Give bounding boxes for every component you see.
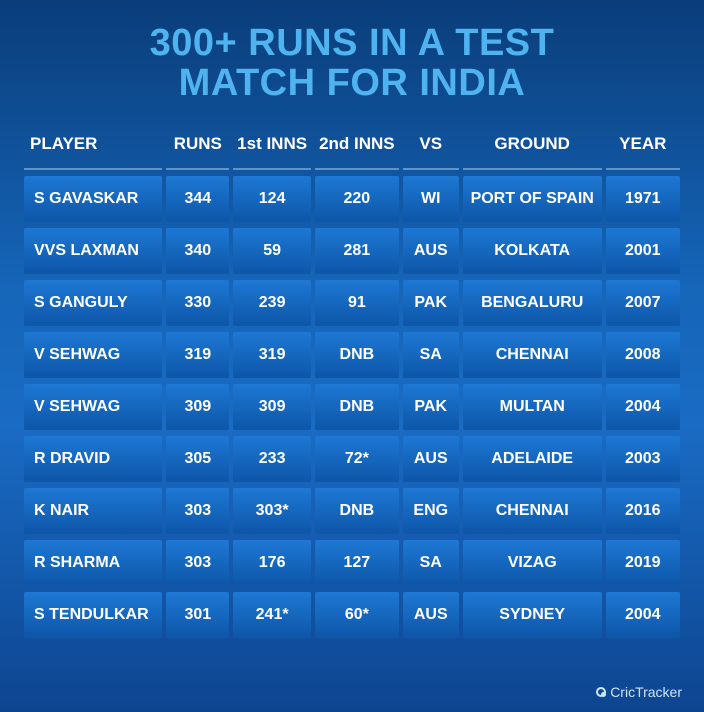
- infographic-card: 300+ RUNS IN A TEST MATCH FOR INDIA PLAY…: [0, 0, 704, 712]
- cell-player: VVS LAXMAN: [24, 228, 162, 274]
- cell-1st: 303*: [233, 488, 311, 534]
- cell-2nd: DNB: [315, 332, 399, 378]
- table-body: S GAVASKAR344124220WIPORT OF SPAIN1971 VV…: [24, 176, 680, 638]
- header-year: YEAR: [606, 128, 680, 170]
- table-row: S TENDULKAR301241*60*AUSSYDNEY2004: [24, 592, 680, 638]
- table-row: S GAVASKAR344124220WIPORT OF SPAIN1971: [24, 176, 680, 222]
- cell-player: S TENDULKAR: [24, 592, 162, 638]
- brand-text: CricTracker: [610, 684, 682, 700]
- cell-runs: 301: [166, 592, 229, 638]
- cell-ground: PORT OF SPAIN: [463, 176, 602, 222]
- cell-2nd: 91: [315, 280, 399, 326]
- cell-ground: MULTAN: [463, 384, 602, 430]
- cell-1st: 309: [233, 384, 311, 430]
- cell-ground: CHENNAI: [463, 488, 602, 534]
- cell-vs: WI: [403, 176, 459, 222]
- cell-vs: AUS: [403, 592, 459, 638]
- cell-player: R SHARMA: [24, 540, 162, 586]
- cell-2nd: DNB: [315, 488, 399, 534]
- cell-1st: 239: [233, 280, 311, 326]
- cell-1st: 241*: [233, 592, 311, 638]
- cell-year: 2016: [606, 488, 680, 534]
- cell-player: K NAIR: [24, 488, 162, 534]
- table-row: V SEHWAG319319DNBSACHENNAI2008: [24, 332, 680, 378]
- stats-table: PLAYER RUNS 1st INNS 2nd INNS VS GROUND …: [20, 122, 684, 644]
- cell-2nd: 127: [315, 540, 399, 586]
- header-1st: 1st INNS: [233, 128, 311, 170]
- title-line-1: 300+ RUNS IN A TEST: [150, 22, 555, 64]
- cell-runs: 305: [166, 436, 229, 482]
- cell-ground: CHENNAI: [463, 332, 602, 378]
- cell-player: R DRAVID: [24, 436, 162, 482]
- cell-2nd: 60*: [315, 592, 399, 638]
- cell-2nd: 220: [315, 176, 399, 222]
- cell-1st: 59: [233, 228, 311, 274]
- cell-vs: PAK: [403, 280, 459, 326]
- cell-runs: 319: [166, 332, 229, 378]
- cell-2nd: DNB: [315, 384, 399, 430]
- cell-1st: 233: [233, 436, 311, 482]
- cell-vs: ENG: [403, 488, 459, 534]
- cell-year: 2001: [606, 228, 680, 274]
- header-ground: GROUND: [463, 128, 602, 170]
- cell-player: V SEHWAG: [24, 384, 162, 430]
- cell-year: 2019: [606, 540, 680, 586]
- table-header-row: PLAYER RUNS 1st INNS 2nd INNS VS GROUND …: [24, 128, 680, 170]
- cell-player: S GAVASKAR: [24, 176, 162, 222]
- cell-player: V SEHWAG: [24, 332, 162, 378]
- cell-1st: 176: [233, 540, 311, 586]
- cell-runs: 303: [166, 488, 229, 534]
- cell-2nd: 281: [315, 228, 399, 274]
- header-vs: VS: [403, 128, 459, 170]
- cell-runs: 344: [166, 176, 229, 222]
- cell-vs: SA: [403, 332, 459, 378]
- table-row: R SHARMA303176127SAVIZAG2019: [24, 540, 680, 586]
- header-player: PLAYER: [24, 128, 162, 170]
- cell-runs: 340: [166, 228, 229, 274]
- header-2nd: 2nd INNS: [315, 128, 399, 170]
- cell-ground: ADELAIDE: [463, 436, 602, 482]
- table-row: VVS LAXMAN34059281AUSKOLKATA2001: [24, 228, 680, 274]
- title-line-2: MATCH FOR INDIA: [179, 62, 526, 104]
- cell-year: 1971: [606, 176, 680, 222]
- cell-runs: 303: [166, 540, 229, 586]
- header-runs: RUNS: [166, 128, 229, 170]
- cell-vs: AUS: [403, 228, 459, 274]
- cell-1st: 124: [233, 176, 311, 222]
- page-title: 300+ RUNS IN A TEST MATCH FOR INDIA: [20, 24, 684, 104]
- cell-2nd: 72*: [315, 436, 399, 482]
- cell-player: S GANGULY: [24, 280, 162, 326]
- cell-ground: VIZAG: [463, 540, 602, 586]
- cell-ground: SYDNEY: [463, 592, 602, 638]
- cell-vs: SA: [403, 540, 459, 586]
- brand-icon: [596, 687, 606, 697]
- cell-year: 2008: [606, 332, 680, 378]
- cell-year: 2004: [606, 384, 680, 430]
- table-row: R DRAVID30523372*AUSADELAIDE2003: [24, 436, 680, 482]
- cell-vs: AUS: [403, 436, 459, 482]
- cell-ground: BENGALURU: [463, 280, 602, 326]
- cell-runs: 309: [166, 384, 229, 430]
- cell-1st: 319: [233, 332, 311, 378]
- cell-runs: 330: [166, 280, 229, 326]
- table-row: V SEHWAG309309DNBPAKMULTAN2004: [24, 384, 680, 430]
- cell-year: 2007: [606, 280, 680, 326]
- cell-vs: PAK: [403, 384, 459, 430]
- footer-brand: CricTracker: [596, 684, 682, 700]
- table-row: S GANGULY33023991PAKBENGALURU2007: [24, 280, 680, 326]
- cell-year: 2004: [606, 592, 680, 638]
- cell-ground: KOLKATA: [463, 228, 602, 274]
- table-row: K NAIR303303*DNBENGCHENNAI2016: [24, 488, 680, 534]
- cell-year: 2003: [606, 436, 680, 482]
